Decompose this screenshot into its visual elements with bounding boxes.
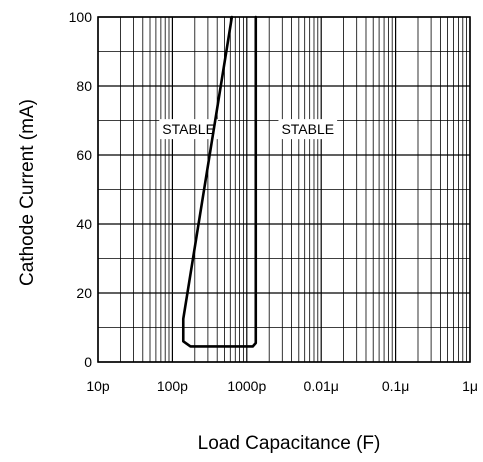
x-axis-label: Load Capacitance (F): [198, 433, 381, 454]
x-tick-label: 0.1μ: [382, 378, 410, 394]
y-axis-label: Cathode Current (mA): [17, 99, 38, 286]
x-tick-label: 1000p: [227, 378, 266, 394]
annotation-stable: STABLE: [278, 119, 338, 140]
x-tick-label: 0.01μ: [304, 378, 339, 394]
series-line: [181, 15, 258, 348]
y-tick-label: 100: [69, 9, 93, 25]
annotation-background: [159, 119, 218, 140]
x-tick-label: 10p: [86, 378, 110, 394]
annotation-text: STABLE: [281, 121, 334, 137]
y-tick-label: 20: [76, 285, 92, 301]
x-tick-label: 100p: [157, 378, 188, 394]
annotation-background: [278, 119, 338, 140]
y-tick-label: 80: [76, 78, 92, 94]
annotations: STABLE STABLE: [159, 119, 338, 140]
y-tick-label: 60: [76, 147, 92, 163]
annotation-text: STABLE: [162, 121, 215, 137]
annotation-stable: STABLE: [159, 119, 218, 140]
y-tick-label: 40: [76, 216, 92, 232]
grid: [97, 16, 471, 363]
series-group: [181, 15, 258, 348]
tick-labels: 10p 100p 1000p 0.01μ 0.1μ 1μ 0 20 40 60 80 100: [69, 9, 478, 394]
plot-area: [97, 16, 471, 363]
y-tick-label: 0: [84, 354, 92, 370]
x-tick-label: 1μ: [462, 378, 478, 394]
